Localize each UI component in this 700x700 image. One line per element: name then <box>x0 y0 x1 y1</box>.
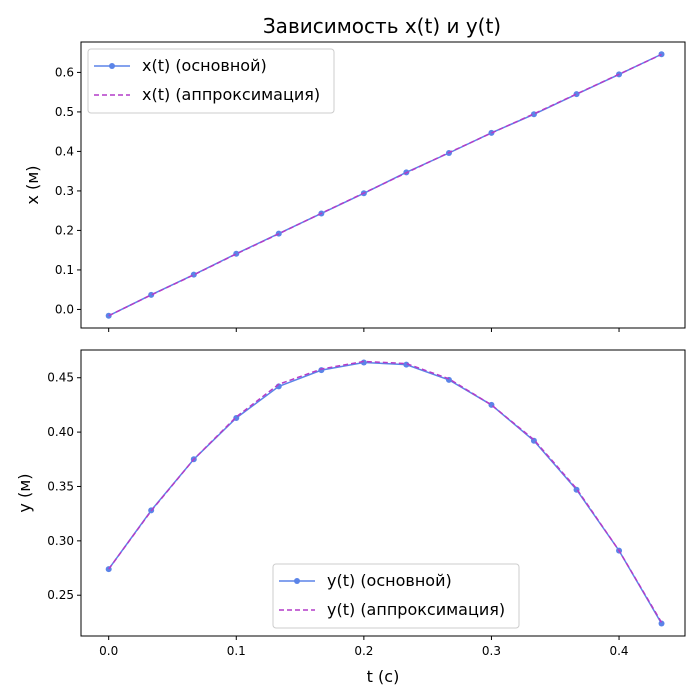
legend-label: y(t) (аппроксимация) <box>327 600 505 619</box>
data-point <box>658 51 665 58</box>
y-tick-label: 0.25 <box>47 588 74 602</box>
legend-label: x(t) (аппроксимация) <box>142 85 320 104</box>
y-tick-label: 0.45 <box>47 371 74 385</box>
y-tick-label: 0.35 <box>47 479 74 493</box>
data-point <box>658 620 665 627</box>
chart-title: Зависимость x(t) и y(t) <box>263 14 501 38</box>
y-tick-label: 0.4 <box>55 144 74 158</box>
legend-marker <box>109 63 115 69</box>
y-axis-label: y (м) <box>15 473 34 512</box>
legend: x(t) (основной) x(t) (аппроксимация) <box>87 48 335 114</box>
x-axis-label: t (с) <box>367 667 400 686</box>
y-tick-label: 0.5 <box>55 105 74 119</box>
y-tick-label: 0.2 <box>55 223 74 237</box>
data-point <box>573 91 580 98</box>
series-line-2 <box>108 53 662 317</box>
axes-frame <box>80 41 686 329</box>
legend-marker <box>294 578 300 584</box>
y-tick-label: 0.1 <box>55 263 74 277</box>
y-tick-label: 0.30 <box>47 534 74 548</box>
y-plot: 0.0 0.1 0.2 0.3 0.4 0.25 0.30 0.35 0.40 0.45 y (м)… <box>15 349 686 686</box>
y-tick-label: 0.0 <box>55 302 74 316</box>
x-tick-label: 0.3 <box>482 644 501 658</box>
y-tick-label: 0.40 <box>47 425 74 439</box>
legend-box <box>87 48 335 114</box>
series-line-2 <box>108 360 663 623</box>
x-tick-label: 0.4 <box>609 644 628 658</box>
legend-box <box>272 563 520 629</box>
data-point <box>148 291 155 298</box>
legend-label: x(t) (основной) <box>142 56 267 75</box>
x-plot: 0.0 0.1 0.2 0.3 0.4 0.5 0.6 x (м) x(t) (основной… <box>23 41 686 332</box>
y-tick-label: 0.6 <box>55 65 74 79</box>
legend: y(t) (основной) y(t) (аппроксимация) <box>272 563 520 629</box>
axes-frame <box>80 349 686 637</box>
data-point <box>403 361 410 368</box>
data-point <box>105 312 112 319</box>
legend-label: y(t) (основной) <box>327 571 452 590</box>
y-tick-label: 0.3 <box>55 184 74 198</box>
x-tick-label: 0.2 <box>354 644 373 658</box>
x-tick-label: 0.1 <box>227 644 246 658</box>
y-axis-label: x (м) <box>23 165 42 204</box>
x-tick-label: 0.0 <box>99 644 118 658</box>
